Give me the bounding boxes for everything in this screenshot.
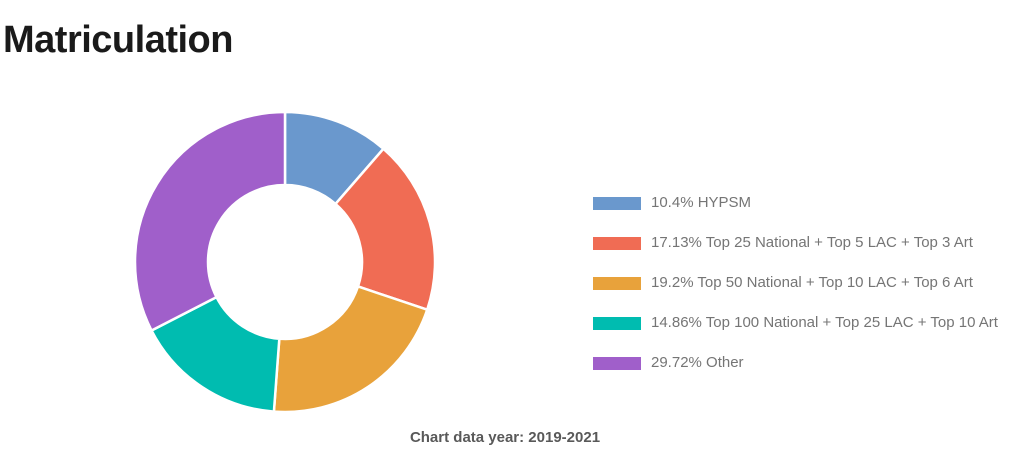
legend-swatch-icon <box>593 196 641 210</box>
legend-swatch-icon <box>593 276 641 290</box>
legend-label: 29.72% Other <box>651 354 744 371</box>
pie-slice-3[interactable] <box>150 295 281 413</box>
legend-item-1[interactable]: 17.13% Top 25 National + Top 5 LAC + Top… <box>593 234 998 252</box>
legend-label: 19.2% Top 50 National + Top 10 LAC + Top… <box>651 274 973 291</box>
legend-item-0[interactable]: 10.4% HYPSM <box>593 194 998 212</box>
legend-item-2[interactable]: 19.2% Top 50 National + Top 10 LAC + Top… <box>593 274 998 292</box>
pie-slice-2[interactable] <box>272 285 429 414</box>
donut-chart-svg <box>133 110 437 414</box>
donut-chart <box>132 109 438 415</box>
chart-footnote: Chart data year: 2019-2021 <box>409 429 601 446</box>
legend-item-3[interactable]: 14.86% Top 100 National + Top 25 LAC + T… <box>593 314 998 332</box>
chart-legend: 10.4% HYPSM 17.13% Top 25 National + Top … <box>593 194 998 372</box>
legend-item-4[interactable]: 29.72% Other <box>593 354 998 372</box>
legend-label: 14.86% Top 100 National + Top 25 LAC + T… <box>651 314 998 331</box>
legend-swatch-icon <box>593 356 641 370</box>
legend-swatch-icon <box>593 236 641 250</box>
chart-title: Matriculation <box>3 19 233 61</box>
legend-label: 10.4% HYPSM <box>651 194 752 211</box>
pie-slice-1[interactable] <box>334 147 437 311</box>
legend-swatch-icon <box>593 316 641 330</box>
legend-label: 17.13% Top 25 National + Top 5 LAC + Top… <box>651 234 973 251</box>
pie-slice-4[interactable] <box>133 110 287 332</box>
